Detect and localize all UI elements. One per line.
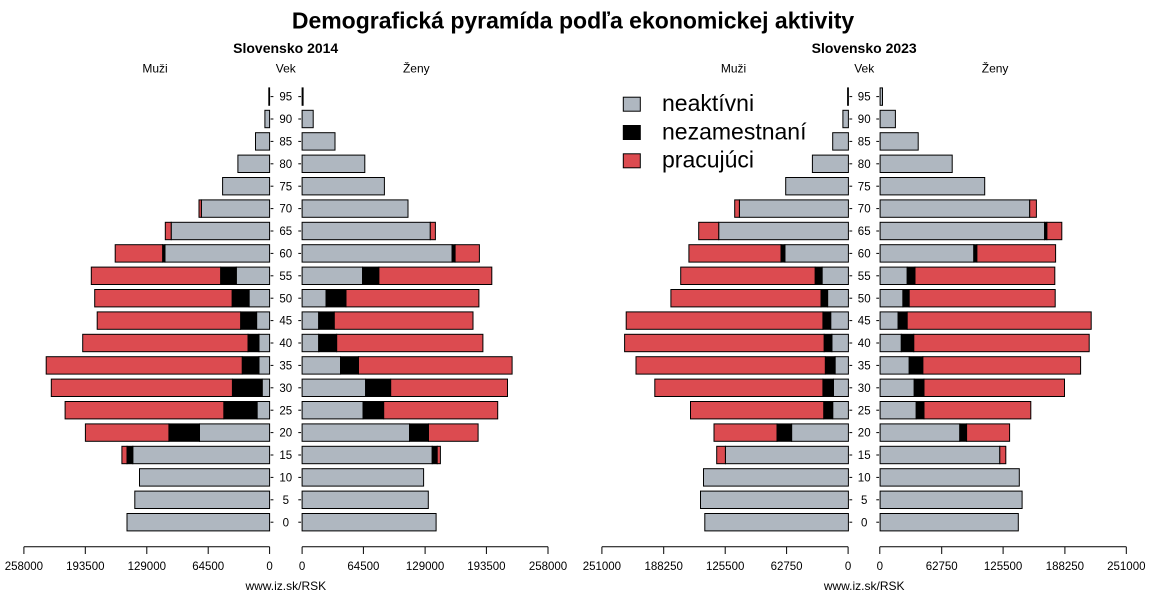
svg-text:0: 0 bbox=[877, 561, 883, 573]
svg-text:neaktívni: neaktívni bbox=[662, 90, 754, 116]
svg-text:0: 0 bbox=[845, 561, 851, 573]
svg-text:85: 85 bbox=[858, 137, 871, 149]
svg-text:0: 0 bbox=[861, 517, 867, 529]
svg-text:nezamestnaní: nezamestnaní bbox=[662, 118, 807, 144]
svg-text:25: 25 bbox=[858, 405, 871, 417]
svg-text:251000: 251000 bbox=[583, 561, 621, 573]
svg-text:Muži: Muži bbox=[721, 61, 746, 75]
svg-text:60: 60 bbox=[858, 249, 871, 261]
svg-text:20: 20 bbox=[858, 428, 871, 440]
svg-text:129000: 129000 bbox=[406, 561, 444, 573]
svg-text:188250: 188250 bbox=[1046, 561, 1084, 573]
svg-text:258000: 258000 bbox=[5, 561, 43, 573]
svg-text:40: 40 bbox=[858, 338, 871, 350]
svg-text:80: 80 bbox=[858, 159, 871, 171]
svg-text:0: 0 bbox=[266, 561, 272, 573]
svg-text:90: 90 bbox=[279, 114, 292, 126]
svg-text:90: 90 bbox=[858, 114, 871, 126]
svg-text:70: 70 bbox=[858, 204, 871, 216]
svg-text:80: 80 bbox=[279, 159, 292, 171]
svg-text:10: 10 bbox=[279, 473, 292, 485]
svg-text:Vek: Vek bbox=[276, 61, 297, 75]
svg-text:75: 75 bbox=[858, 181, 871, 193]
svg-text:258000: 258000 bbox=[529, 561, 567, 573]
svg-text:193500: 193500 bbox=[467, 561, 505, 573]
svg-text:45: 45 bbox=[279, 316, 292, 328]
svg-text:75: 75 bbox=[279, 181, 292, 193]
svg-text:45: 45 bbox=[858, 316, 871, 328]
svg-text:5: 5 bbox=[283, 495, 289, 507]
svg-text:62750: 62750 bbox=[926, 561, 958, 573]
svg-text:10: 10 bbox=[858, 473, 871, 485]
svg-text:95: 95 bbox=[279, 92, 292, 104]
svg-text:64500: 64500 bbox=[347, 561, 379, 573]
svg-text:Ženy: Ženy bbox=[403, 60, 430, 75]
svg-text:Slovensko 2014: Slovensko 2014 bbox=[233, 40, 338, 56]
svg-text:35: 35 bbox=[858, 361, 871, 373]
svg-text:60: 60 bbox=[279, 249, 292, 261]
svg-text:188250: 188250 bbox=[645, 561, 683, 573]
svg-text:Ženy: Ženy bbox=[982, 60, 1009, 75]
svg-text:20: 20 bbox=[279, 428, 292, 440]
svg-text:95: 95 bbox=[858, 92, 871, 104]
svg-text:5: 5 bbox=[861, 495, 867, 507]
svg-text:Vek: Vek bbox=[854, 61, 875, 75]
svg-text:50: 50 bbox=[858, 293, 871, 305]
svg-text:125500: 125500 bbox=[984, 561, 1022, 573]
svg-text:25: 25 bbox=[279, 405, 292, 417]
svg-text:0: 0 bbox=[283, 517, 289, 529]
svg-text:251000: 251000 bbox=[1107, 561, 1145, 573]
svg-text:50: 50 bbox=[279, 293, 292, 305]
svg-text:40: 40 bbox=[279, 338, 292, 350]
svg-text:30: 30 bbox=[279, 383, 292, 395]
svg-text:125500: 125500 bbox=[706, 561, 744, 573]
svg-text:30: 30 bbox=[858, 383, 871, 395]
svg-text:35: 35 bbox=[279, 361, 292, 373]
svg-text:55: 55 bbox=[279, 271, 292, 283]
svg-text:Muži: Muži bbox=[142, 61, 167, 75]
svg-text:85: 85 bbox=[279, 137, 292, 149]
svg-text:64500: 64500 bbox=[192, 561, 224, 573]
svg-text:62750: 62750 bbox=[771, 561, 803, 573]
svg-text:65: 65 bbox=[858, 226, 871, 238]
svg-text:193500: 193500 bbox=[66, 561, 104, 573]
svg-text:www.iz.sk/RSK: www.iz.sk/RSK bbox=[244, 579, 326, 593]
svg-text:pracujúci: pracujúci bbox=[662, 147, 754, 173]
svg-text:65: 65 bbox=[279, 226, 292, 238]
svg-text:15: 15 bbox=[279, 450, 292, 462]
svg-text:129000: 129000 bbox=[128, 561, 166, 573]
svg-text:Slovensko 2023: Slovensko 2023 bbox=[812, 40, 917, 56]
svg-text:Demografická pyramída podľa ek: Demografická pyramída podľa ekonomickej … bbox=[292, 8, 855, 34]
svg-text:0: 0 bbox=[299, 561, 305, 573]
svg-text:15: 15 bbox=[858, 450, 871, 462]
svg-text:www.iz.sk/RSK: www.iz.sk/RSK bbox=[823, 579, 905, 593]
svg-text:55: 55 bbox=[858, 271, 871, 283]
svg-text:70: 70 bbox=[279, 204, 292, 216]
